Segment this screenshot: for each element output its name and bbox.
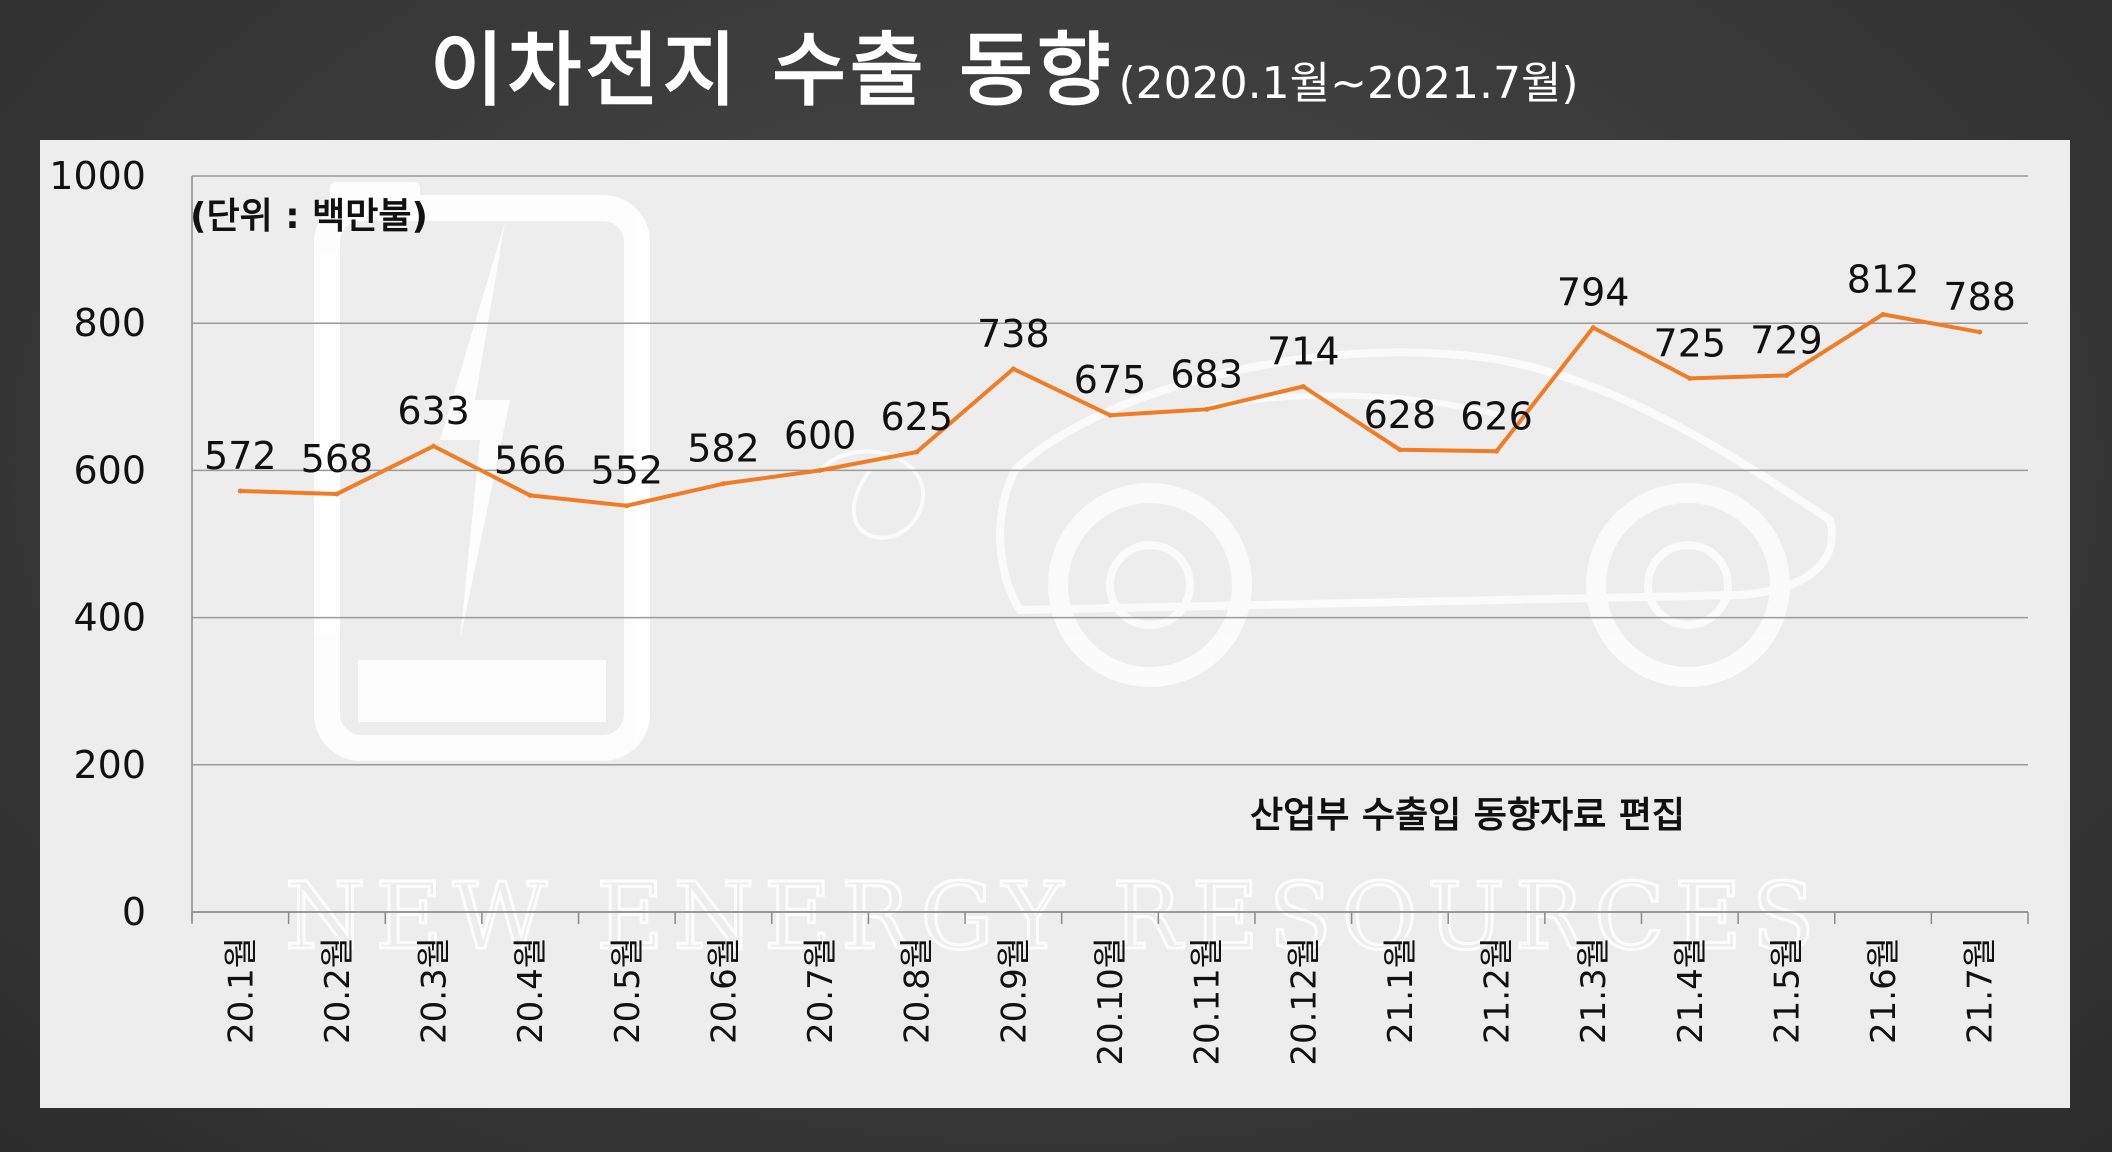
- data-point: [1494, 448, 1500, 454]
- car-icon: [818, 348, 1836, 687]
- x-tick-label: 21.7월: [1961, 937, 2001, 1044]
- watermark-text: NEW ENERGY RESOURCES: [285, 863, 1825, 970]
- x-tick-label: 20.5월: [608, 937, 648, 1044]
- data-point: [1783, 372, 1789, 378]
- x-tick-label: 20.10월: [1091, 937, 1131, 1066]
- data-point: [1977, 329, 1983, 335]
- data-point: [1204, 406, 1210, 412]
- x-tick-label: 20.8월: [898, 937, 938, 1044]
- data-label: 566: [494, 438, 567, 482]
- data-point: [1107, 412, 1113, 418]
- chart-panel: NEW ENERGY RESOURCES 0 200 400 600 800 1000 2…: [40, 140, 2070, 1108]
- data-label: 628: [1364, 393, 1437, 437]
- y-tick-label: 800: [73, 301, 146, 345]
- data-point: [720, 481, 726, 487]
- data-label: 714: [1267, 329, 1340, 373]
- data-point: [1397, 447, 1403, 453]
- x-tick-label: 20.12월: [1284, 937, 1324, 1066]
- data-label: 552: [591, 449, 664, 493]
- battery-icon: [314, 182, 650, 761]
- data-point: [431, 443, 437, 449]
- x-tick-label: 20.1월: [221, 937, 261, 1044]
- x-tick-label: 21.4월: [1671, 937, 1711, 1044]
- data-labels: 572 568 633 566 552 582 600 625 738 675 683 714 628 6…: [204, 257, 2016, 492]
- data-point: [237, 488, 243, 494]
- data-point: [334, 491, 340, 497]
- data-label: 794: [1557, 271, 1630, 315]
- data-label: 675: [1074, 358, 1147, 402]
- data-label: 683: [1170, 352, 1243, 396]
- x-tick-label: 20.6월: [704, 937, 744, 1044]
- data-point: [1300, 383, 1306, 389]
- data-label: 738: [977, 312, 1050, 356]
- x-tick-label: 20.2월: [318, 937, 358, 1044]
- x-tick-label: 20.9월: [994, 937, 1034, 1044]
- chart-title: 이차전지 수출 동향 (2020.1월~2021.7월): [430, 6, 1579, 117]
- data-label: 788: [1943, 275, 2016, 319]
- y-tick-label: 400: [73, 596, 146, 640]
- x-tick-label: 20.4월: [511, 937, 551, 1044]
- title-subtitle: (2020.1월~2021.7월): [1118, 58, 1579, 109]
- x-tick-label: 21.6월: [1864, 937, 1904, 1044]
- grid: [192, 175, 2028, 913]
- y-axis: 0 200 400 600 800 1000: [49, 154, 146, 934]
- data-label: 729: [1750, 318, 1823, 362]
- data-point: [817, 467, 823, 473]
- x-tick-label: 20.3월: [415, 937, 455, 1044]
- data-label: 582: [687, 427, 760, 471]
- data-label: 812: [1847, 257, 1920, 301]
- data-point: [527, 492, 533, 498]
- x-tick-label: 21.1월: [1381, 937, 1421, 1044]
- x-tick-label: 20.11월: [1188, 937, 1228, 1066]
- y-tick-label: 600: [73, 448, 146, 492]
- y-tick-label: 200: [73, 743, 146, 787]
- x-tick-label: 21.2월: [1478, 937, 1518, 1044]
- data-label: 633: [397, 389, 470, 433]
- data-point: [1880, 311, 1886, 317]
- y-tick-label: 0: [122, 890, 146, 934]
- data-point: [1590, 325, 1596, 331]
- data-label: 626: [1460, 394, 1533, 438]
- x-axis: 20.1월 20.2월 20.3월 20.4월 20.5월 20.6월 20.7월 20.8월…: [191, 176, 2029, 1066]
- data-label: 725: [1654, 321, 1727, 365]
- source-note: 산업부 수출입 동향자료 편집: [1250, 795, 1685, 836]
- data-point: [1010, 366, 1016, 372]
- data-point: [1687, 375, 1693, 381]
- x-tick-label: 20.7월: [801, 937, 841, 1044]
- title-main: 이차전지 수출 동향: [430, 24, 1115, 117]
- data-label: 600: [784, 413, 857, 457]
- data-label: 568: [301, 437, 374, 481]
- series-line: [237, 311, 1983, 509]
- unit-note: (단위 : 백만불): [190, 196, 428, 237]
- x-tick-label: 21.5월: [1767, 937, 1807, 1044]
- data-label: 625: [880, 395, 953, 439]
- data-point: [914, 449, 920, 455]
- data-label: 572: [204, 434, 277, 478]
- line-chart: NEW ENERGY RESOURCES 0 200 400 600 800 1000 2…: [49, 154, 2029, 1066]
- x-tick-label: 21.3월: [1574, 937, 1614, 1044]
- data-point: [624, 503, 630, 509]
- y-tick-label: 1000: [49, 154, 146, 198]
